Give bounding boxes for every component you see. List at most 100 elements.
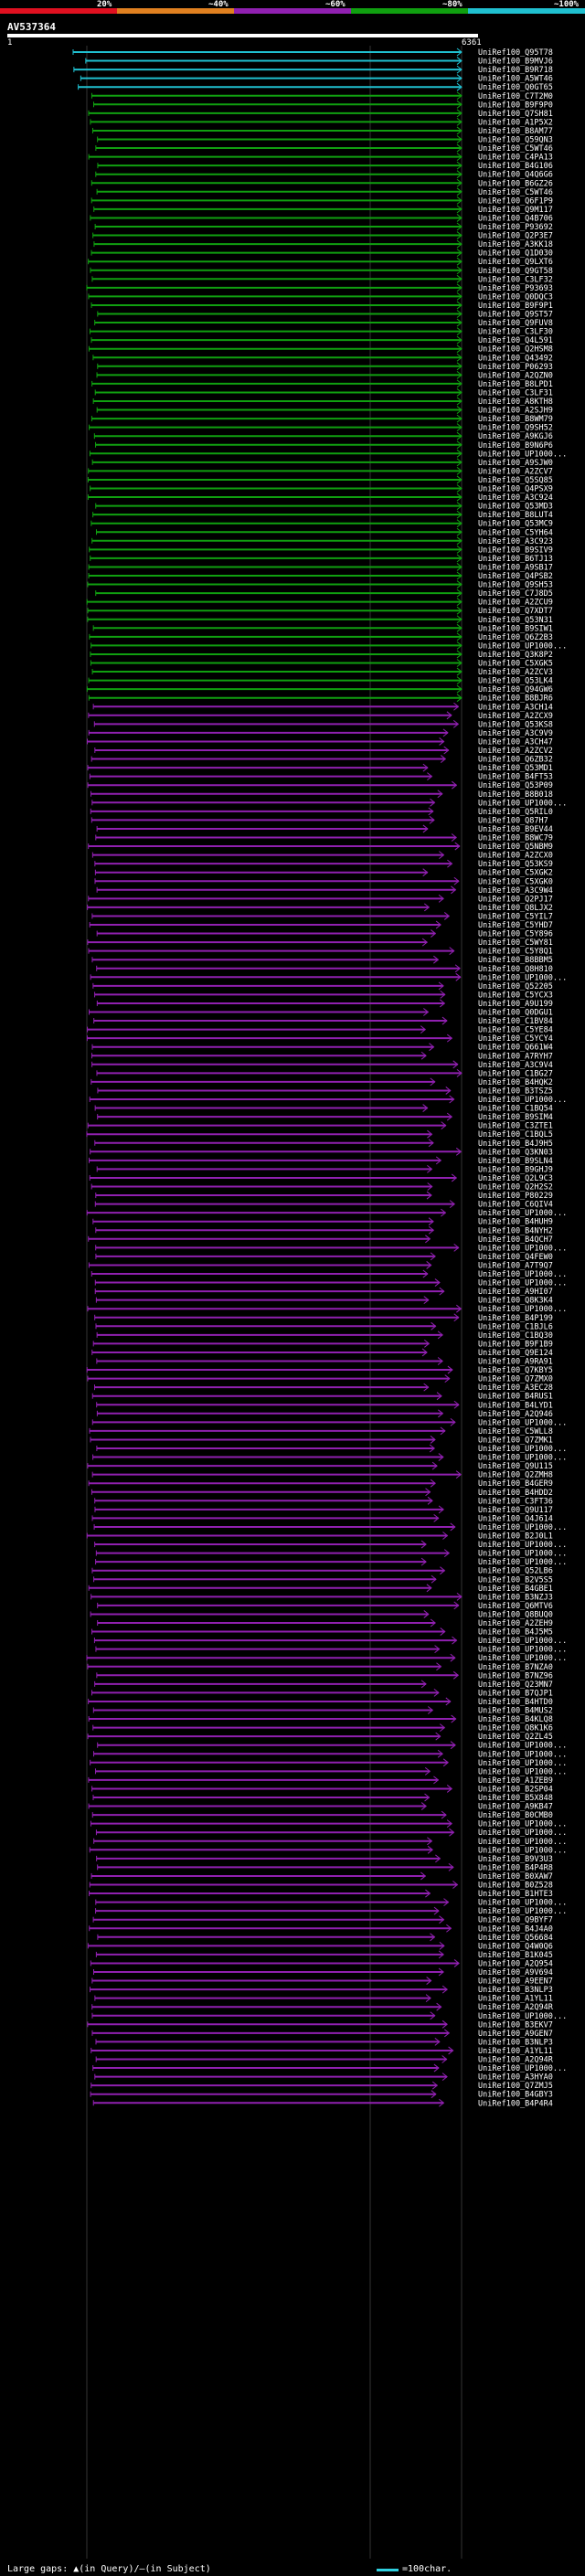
hit-label[interactable]: UniRef100_UP1000... [478, 1759, 567, 1768]
hit-label[interactable]: UniRef100_UP1000... [478, 1096, 567, 1105]
hit-label[interactable]: UniRef100_C4PA13 [478, 154, 553, 163]
hit-label[interactable]: UniRef100_A8KTH8 [478, 398, 553, 407]
hit-label[interactable]: UniRef100_B8WM79 [478, 415, 553, 424]
hit-label[interactable]: UniRef100_C3LF30 [478, 328, 553, 337]
hit-label[interactable]: UniRef100_Q8K3K4 [478, 1297, 553, 1306]
hit-label[interactable]: UniRef100_B9F1B9 [478, 1340, 553, 1349]
hit-label[interactable]: UniRef100_C5Y896 [478, 930, 553, 939]
hit-label[interactable]: UniRef100_B8AM77 [478, 127, 553, 136]
hit-label[interactable]: UniRef100_Q9U117 [478, 1506, 553, 1515]
hit-label[interactable]: UniRef100_B9F9P1 [478, 302, 553, 311]
hit-label[interactable]: UniRef100_A2ZCX0 [478, 852, 553, 861]
hit-label[interactable]: UniRef100_Q6Z2B3 [478, 633, 553, 642]
hit-label[interactable]: UniRef100_Q1D030 [478, 249, 553, 259]
hit-label[interactable]: UniRef100_B7NZA0 [478, 1663, 553, 1672]
hit-label[interactable]: UniRef100_B9SLN4 [478, 1157, 553, 1166]
hit-label[interactable]: UniRef100_Q53LK4 [478, 677, 553, 686]
hit-label[interactable]: UniRef100_Q2ZL45 [478, 1733, 553, 1742]
hit-label[interactable]: UniRef100_A2ZCX9 [478, 712, 553, 721]
hit-label[interactable]: UniRef100_Q52LB6 [478, 1567, 553, 1576]
hit-label[interactable]: UniRef100_B6TJ13 [478, 555, 553, 564]
hit-label[interactable]: UniRef100_B9GHJ9 [478, 1165, 553, 1174]
hit-label[interactable]: UniRef100_C5XGK0 [478, 877, 553, 886]
hit-label[interactable]: UniRef100_Q4FEW0 [478, 1253, 553, 1262]
hit-label[interactable]: UniRef100_A3C9W4 [478, 886, 553, 896]
hit-label[interactable]: UniRef100_B4MUS2 [478, 1707, 553, 1716]
hit-label[interactable]: UniRef100_B4HQK2 [478, 1078, 553, 1087]
hit-label[interactable]: UniRef100_Q0DQC3 [478, 292, 553, 302]
hit-label[interactable]: UniRef100_A2ZEH9 [478, 1619, 553, 1628]
hit-label[interactable]: UniRef100_C5YHD7 [478, 921, 553, 930]
hit-label[interactable]: UniRef100_Q7ZMK1 [478, 1436, 553, 1445]
hit-label[interactable]: UniRef100_Q661W4 [478, 1044, 553, 1053]
hit-label[interactable]: UniRef100_B9SIW1 [478, 624, 553, 633]
hit-label[interactable]: UniRef100_UP1000... [478, 641, 567, 651]
hit-label[interactable]: UniRef100_C3LF31 [478, 388, 553, 398]
hit-label[interactable]: UniRef100_B3NLP3 [478, 2038, 553, 2047]
hit-label[interactable]: UniRef100_C1BJL6 [478, 1322, 553, 1331]
hit-label[interactable]: UniRef100_P06293 [478, 363, 553, 372]
hit-label[interactable]: UniRef100_C3ZTE1 [478, 1122, 553, 1131]
hit-label[interactable]: UniRef100_Q7ZMJ5 [478, 2082, 553, 2091]
hit-label[interactable]: UniRef100_Q23MN7 [478, 1680, 553, 1690]
hit-label[interactable]: UniRef100_Q4J614 [478, 1514, 553, 1523]
hit-label[interactable]: UniRef100_A9SJW0 [478, 459, 553, 468]
hit-label[interactable]: UniRef100_B2V5S5 [478, 1575, 553, 1585]
hit-label[interactable]: UniRef100_B7QJP1 [478, 1689, 553, 1698]
hit-label[interactable]: UniRef100_B1HTE3 [478, 1890, 553, 1899]
hit-label[interactable]: UniRef100_B3NLP3 [478, 1986, 553, 1995]
hit-label[interactable]: UniRef100_Q0DGU1 [478, 1009, 553, 1018]
hit-label[interactable]: UniRef100_Q43492 [478, 354, 553, 363]
hit-label[interactable]: UniRef100_B4P4R4 [478, 2099, 553, 2108]
hit-label[interactable]: UniRef100_A9GEN7 [478, 2030, 553, 2039]
hit-label[interactable]: UniRef100_C5XGK5 [478, 660, 553, 669]
hit-label[interactable]: UniRef100_Q9SH53 [478, 581, 553, 590]
hit-label[interactable]: UniRef100_Q3KN03 [478, 1148, 553, 1157]
hit-label[interactable]: UniRef100_C5YIL7 [478, 912, 553, 921]
hit-label[interactable]: UniRef100_B9SIM4 [478, 1113, 553, 1122]
hit-label[interactable]: UniRef100_Q87H7 [478, 816, 548, 825]
hit-label[interactable]: UniRef100_Q8BUQ0 [478, 1610, 553, 1619]
hit-label[interactable]: UniRef100_UP1000... [478, 1279, 567, 1288]
hit-label[interactable]: UniRef100_Q9ST57 [478, 311, 553, 320]
hit-label[interactable]: UniRef100_C1BG27 [478, 1069, 553, 1078]
hit-label[interactable]: UniRef100_A2Q946 [478, 1410, 553, 1419]
hit-label[interactable]: UniRef100_Q3K8P2 [478, 651, 553, 660]
hit-label[interactable]: UniRef100_UP1000... [478, 1558, 567, 1567]
hit-label[interactable]: UniRef100_UP1000... [478, 1523, 567, 1532]
hit-label[interactable]: UniRef100_Q9BYF7 [478, 1916, 553, 1925]
hit-label[interactable]: UniRef100_A2Q94R [478, 2056, 554, 2065]
hit-label[interactable]: UniRef100_Q4L591 [478, 336, 553, 345]
hit-label[interactable]: UniRef100_A9RA91 [478, 1358, 553, 1367]
hit-label[interactable]: UniRef100_B9EV44 [478, 825, 553, 834]
hit-label[interactable]: UniRef100_UP1000... [478, 1305, 567, 1314]
hit-label[interactable]: UniRef100_A9HI07 [478, 1288, 553, 1297]
hit-label[interactable]: UniRef100_Q2H2S2 [478, 1183, 553, 1193]
hit-label[interactable]: UniRef100_C5WY81 [478, 938, 553, 948]
hit-label[interactable]: UniRef100_Q2ZMH8 [478, 1471, 553, 1480]
hit-label[interactable]: UniRef100_B8LUT4 [478, 511, 553, 520]
hit-label[interactable]: UniRef100_B8B018 [478, 790, 553, 800]
hit-label[interactable]: UniRef100_Q4W0Q6 [478, 1942, 553, 1951]
hit-label[interactable]: UniRef100_C5XGK2 [478, 869, 553, 878]
hit-label[interactable]: UniRef100_A2SJH9 [478, 407, 553, 416]
hit-label[interactable]: UniRef100_C6QIV4 [478, 1201, 553, 1210]
hit-label[interactable]: UniRef100_A9SB17 [478, 563, 553, 572]
hit-label[interactable]: UniRef100_B9R718 [478, 66, 553, 75]
hit-label[interactable]: UniRef100_B9SIV9 [478, 546, 553, 555]
hit-label[interactable]: UniRef100_Q8H810 [478, 965, 553, 974]
hit-label[interactable]: UniRef100_B8BBM5 [478, 956, 553, 965]
hit-label[interactable]: UniRef100_Q53KS9 [478, 860, 553, 869]
hit-label[interactable]: UniRef100_UP1000... [478, 1838, 567, 1847]
hit-label[interactable]: UniRef100_UP1000... [478, 1454, 567, 1463]
hit-label[interactable]: UniRef100_C5YE84 [478, 1026, 553, 1035]
hit-label[interactable]: UniRef100_P80229 [478, 1192, 553, 1201]
hit-label[interactable]: UniRef100_UP1000... [478, 1209, 567, 1218]
hit-label[interactable]: UniRef100_Q9GT58 [478, 267, 553, 276]
hit-label[interactable]: UniRef100_B4HDD2 [478, 1489, 553, 1498]
hit-label[interactable]: UniRef100_B1K045 [478, 1951, 553, 1960]
hit-label[interactable]: UniRef100_A7RYH7 [478, 1052, 553, 1061]
hit-label[interactable]: UniRef100_Q8K1K6 [478, 1724, 553, 1733]
hit-label[interactable]: UniRef100_Q6ZB32 [478, 756, 553, 765]
hit-label[interactable]: UniRef100_Q9E124 [478, 1349, 553, 1358]
